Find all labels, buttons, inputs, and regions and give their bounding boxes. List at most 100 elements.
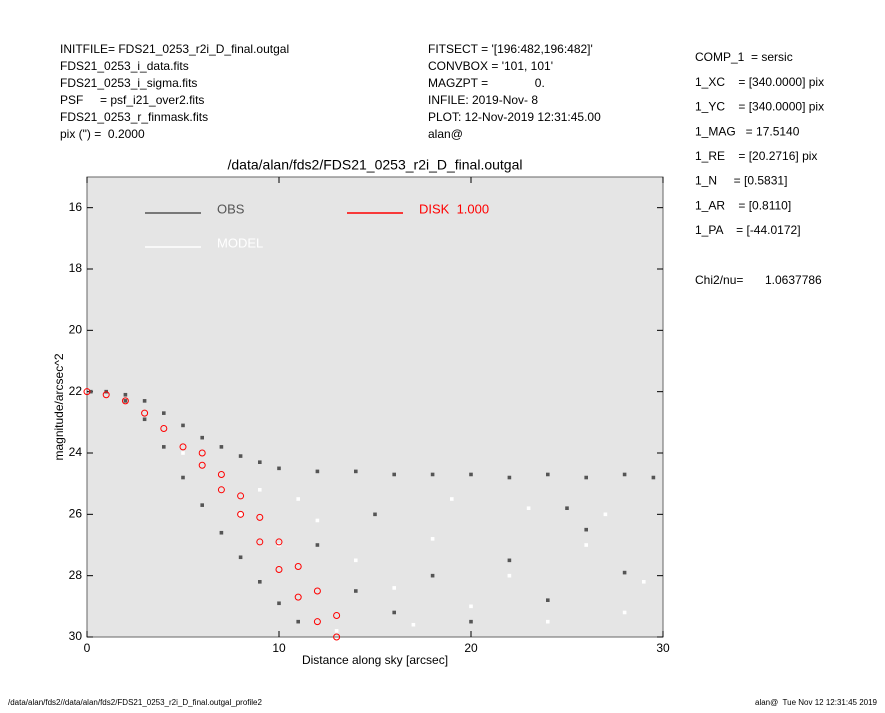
point [651,475,656,480]
footer-right: alan@ Tue Nov 12 12:31:45 2019 [755,698,878,707]
footer-left: /data/alan/fds2//data/alan/fds2/FDS21_02… [8,698,263,707]
header-text: FDS21_0253_r_finmask.fits [60,110,208,124]
point [102,391,110,399]
point [392,586,396,590]
y-tick-label: 20 [69,323,83,337]
point [179,443,187,451]
point [200,435,204,440]
header-text: PLOT: 12-Nov-2019 12:31:45.00 [428,110,601,124]
point [469,619,473,624]
y-tick-label: 24 [69,445,83,459]
point [333,633,341,641]
point [162,411,166,415]
x-axis-label: Distance along sky [arcsec] [302,653,448,667]
chart-title: /data/alan/fds2/FDS21_0253_r2i_D_final.o… [228,157,523,173]
point [622,472,627,477]
x-tick-label: 10 [272,641,286,655]
point [219,445,224,449]
point [160,424,168,432]
point [507,475,512,480]
y-tick-label: 18 [69,261,83,275]
point [392,472,396,477]
point [142,417,147,422]
y-tick-label: 22 [69,384,83,398]
point [217,470,225,478]
point [469,604,473,609]
param-text: 1_XC = [340.0000] pix [695,75,824,89]
param-text: 1_N = [0.5831] [695,174,787,188]
point [546,619,550,624]
point [142,399,147,403]
header-text: CONVBOX = '101, 101' [428,59,553,73]
point [123,392,128,397]
point [296,619,300,624]
point [238,555,243,560]
point [237,492,245,500]
point [181,423,185,428]
point [238,512,243,517]
point [238,454,243,458]
point [200,503,204,507]
point [315,469,320,474]
point [373,512,377,517]
y-axis-label: magnitude/arcsec^2 [52,353,66,460]
point [258,460,262,464]
point [198,449,206,457]
header-text: PSF = psf_i21_over2.fits [60,93,204,107]
plot-area [86,176,664,638]
point [219,530,224,535]
param-text: 1_RE = [20.2716] pix [695,149,817,163]
x-tick-label: 20 [464,641,478,655]
point [121,397,129,405]
point [277,601,281,606]
point [315,518,320,523]
point [217,486,225,494]
point [256,538,264,546]
point [162,445,166,449]
point [603,512,608,517]
point [181,475,185,480]
point [275,566,283,574]
chi-value: 1.0637786 [765,273,822,287]
param-text: 1_MAG = 17.5140 [695,124,800,138]
point [237,510,245,518]
point [181,451,185,455]
param-text: 1_AR = [0.8110] [695,198,791,212]
point [546,598,550,602]
header-text: FITSECT = '[196:482,196:482]' [428,42,593,56]
point [277,466,281,471]
point [450,497,454,501]
point [411,622,416,627]
point [334,629,339,633]
point [642,580,646,584]
point [622,570,627,575]
y-tick-label: 26 [69,507,83,521]
point [354,469,358,474]
point [507,573,512,578]
point [141,409,149,417]
point [584,543,588,547]
param-text: 1_YC = [340.0000] pix [695,100,824,114]
point [198,461,206,469]
point [622,610,627,615]
header-text: pix (") = 0.2000 [60,127,145,141]
point [315,543,320,547]
point [565,506,569,510]
header-text: INFILE: 2019-Nov- 8 [428,93,538,107]
point [430,537,435,541]
point [89,389,93,394]
point [354,558,358,563]
x-tick-label: 0 [84,641,91,655]
point [526,506,531,510]
header-text: FDS21_0253_i_data.fits [60,59,189,73]
point [258,488,262,492]
y-tick-label: 28 [69,568,83,582]
header-text: INITFILE= FDS21_0253_r2i_D_final.outgal [60,42,289,56]
point [275,538,283,546]
point [546,472,550,477]
header-text: MAGZPT = 0. [428,76,545,90]
param-text: COMP_1 = sersic [695,50,793,64]
point [430,573,435,578]
point [83,388,91,396]
